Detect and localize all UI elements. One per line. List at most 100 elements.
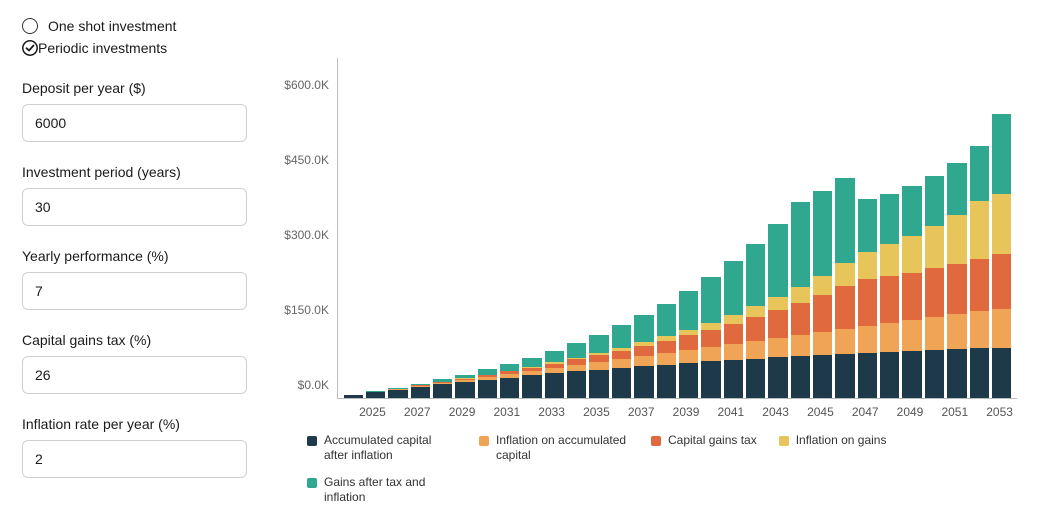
bar-2032[interactable] <box>522 358 541 398</box>
x-tick <box>386 399 404 421</box>
bar-segment-capital_gains_tax <box>992 254 1011 309</box>
bar-segment-acc_capital_after_inflation <box>880 352 899 398</box>
radio-unchecked-icon <box>22 18 38 34</box>
x-tick: 2051 <box>941 399 968 421</box>
bar-2025[interactable] <box>366 391 385 398</box>
bar-segment-capital_gains_tax <box>612 351 631 359</box>
legend-item-capital_gains_tax[interactable]: Capital gains tax <box>651 433 757 463</box>
x-tick <box>789 399 807 421</box>
bar-2042[interactable] <box>746 244 765 398</box>
bar-2028[interactable] <box>433 379 452 398</box>
x-tick <box>655 399 673 421</box>
bar-2031[interactable] <box>500 364 519 398</box>
investment-mode-radio-group: One shot investment Periodic investments <box>22 18 247 56</box>
bar-segment-gains_after_tax_inflation <box>522 358 541 367</box>
bar-2029[interactable] <box>455 375 474 398</box>
bar-segment-acc_capital_after_inflation <box>522 375 541 398</box>
bar-2034[interactable] <box>567 343 586 398</box>
bar-2048[interactable] <box>880 194 899 398</box>
bar-2026[interactable] <box>388 388 407 398</box>
bar-segment-gains_after_tax_inflation <box>925 176 944 226</box>
bar-2053[interactable] <box>992 114 1011 398</box>
legend-item-gains_after_tax_inflation[interactable]: Gains after tax and inflation <box>307 475 457 505</box>
y-tick: $300.0K <box>284 228 329 242</box>
bar-segment-inflation_on_capital <box>589 362 608 370</box>
bar-segment-gains_after_tax_inflation <box>701 277 720 323</box>
bar-segment-acc_capital_after_inflation <box>545 373 564 398</box>
bar-2046[interactable] <box>835 178 854 398</box>
x-tick: 2029 <box>449 399 476 421</box>
inflation-input[interactable] <box>22 440 247 478</box>
bar-2030[interactable] <box>478 369 497 398</box>
bar-segment-inflation_on_capital <box>947 314 966 349</box>
bar-segment-capital_gains_tax <box>746 317 765 341</box>
bar-segment-capital_gains_tax <box>701 330 720 347</box>
bar-segment-gains_after_tax_inflation <box>500 364 519 371</box>
bar-2040[interactable] <box>701 277 720 398</box>
radio-label: Periodic investments <box>38 40 167 56</box>
bar-segment-inflation_on_gains <box>858 252 877 279</box>
bar-segment-gains_after_tax_inflation <box>545 351 564 363</box>
bar-2038[interactable] <box>657 304 676 398</box>
period-label: Investment period (years) <box>22 164 247 180</box>
bar-segment-acc_capital_after_inflation <box>612 368 631 398</box>
legend-item-inflation_on_capital[interactable]: Inflation on accumulated capital <box>479 433 629 463</box>
plot-area <box>337 58 1017 399</box>
legend-item-inflation_on_gains[interactable]: Inflation on gains <box>779 433 887 463</box>
bar-2036[interactable] <box>612 325 631 398</box>
legend-label: Inflation on accumulated capital <box>496 433 629 463</box>
bar-2052[interactable] <box>970 146 989 398</box>
bar-2050[interactable] <box>925 176 944 398</box>
bar-segment-acc_capital_after_inflation <box>634 366 653 398</box>
bar-segment-inflation_on_gains <box>880 244 899 276</box>
bar-2051[interactable] <box>947 163 966 398</box>
bar-segment-gains_after_tax_inflation <box>858 199 877 252</box>
bar-2047[interactable] <box>858 199 877 398</box>
bar-2037[interactable] <box>634 315 653 398</box>
performance-input[interactable] <box>22 272 247 310</box>
deposit-input[interactable] <box>22 104 247 142</box>
y-tick: $0.0K <box>298 378 329 392</box>
bar-2049[interactable] <box>902 186 921 398</box>
x-tick <box>879 399 897 421</box>
x-tick <box>834 399 852 421</box>
legend-label: Gains after tax and inflation <box>324 475 457 505</box>
bar-segment-inflation_on_capital <box>970 311 989 348</box>
investment-mode-periodic[interactable]: Periodic investments <box>22 40 247 56</box>
y-axis: $0.0K$150.0K$300.0K$450.0K$600.0K <box>267 58 337 399</box>
x-tick: 2041 <box>717 399 744 421</box>
period-input[interactable] <box>22 188 247 226</box>
bar-segment-inflation_on_capital <box>791 335 810 356</box>
bar-2027[interactable] <box>411 384 430 398</box>
bar-2033[interactable] <box>545 351 564 398</box>
bar-segment-acc_capital_after_inflation <box>902 351 921 398</box>
bar-2043[interactable] <box>768 224 787 398</box>
x-tick <box>565 399 583 421</box>
bar-segment-acc_capital_after_inflation <box>724 360 743 398</box>
x-tick <box>475 399 493 421</box>
inflation-field: Inflation rate per year (%) <box>22 416 247 478</box>
x-tick <box>610 399 628 421</box>
bar-2024[interactable] <box>344 395 363 398</box>
bar-2039[interactable] <box>679 291 698 398</box>
bar-2045[interactable] <box>813 191 832 398</box>
bar-segment-inflation_on_capital <box>835 329 854 354</box>
bar-segment-gains_after_tax_inflation <box>634 315 653 342</box>
radio-checked-icon <box>22 40 38 56</box>
bar-segment-inflation_on_capital <box>657 353 676 365</box>
bar-segment-inflation_on_gains <box>902 236 921 273</box>
bar-segment-acc_capital_after_inflation <box>925 350 944 398</box>
legend-item-acc_capital_after_inflation[interactable]: Accumulated capital after inflation <box>307 433 457 463</box>
bar-2041[interactable] <box>724 261 743 398</box>
bar-segment-gains_after_tax_inflation <box>947 163 966 216</box>
bar-segment-inflation_on_gains <box>746 306 765 317</box>
bar-segment-inflation_on_gains <box>768 297 787 310</box>
bar-segment-acc_capital_after_inflation <box>835 354 854 398</box>
bar-2035[interactable] <box>589 335 608 398</box>
bar-segment-gains_after_tax_inflation <box>813 191 832 276</box>
y-tick: $450.0K <box>284 153 329 167</box>
bar-segment-inflation_on_capital <box>746 341 765 359</box>
bar-2044[interactable] <box>791 202 810 398</box>
investment-mode-oneshot[interactable]: One shot investment <box>22 18 247 34</box>
tax-input[interactable] <box>22 356 247 394</box>
